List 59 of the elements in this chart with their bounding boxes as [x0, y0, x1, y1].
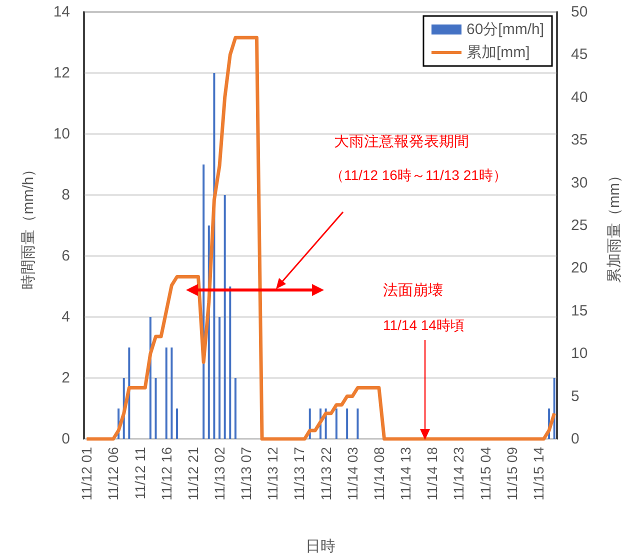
- x-tick-label: 11/13 17: [291, 446, 308, 500]
- x-tick-label: 11/12 11: [132, 446, 148, 500]
- y2-tick-label: 45: [571, 46, 588, 64]
- y-tick-label: 14: [53, 4, 70, 20]
- bar: [218, 317, 221, 439]
- y2-tick-label: 30: [571, 174, 588, 192]
- x-tick-label: 11/14 03: [344, 446, 360, 500]
- x-tick-label: 11/12 21: [184, 446, 201, 500]
- y2-tick-label: 10: [571, 345, 588, 362]
- legend-label: 累加[mm]: [466, 44, 530, 61]
- x-tick-label: 11/15 09: [504, 446, 520, 500]
- y2-axis-title: 累加雨量（mm）: [606, 168, 623, 283]
- legend-label: 60分[mm/h]: [466, 21, 544, 38]
- y-tick-label: 4: [62, 308, 70, 326]
- annotation: 11/14 14時頃: [383, 317, 464, 333]
- bar: [553, 378, 556, 439]
- bar: [165, 348, 168, 439]
- x-tick-label: 11/14 18: [424, 446, 440, 500]
- annotation: （11/12 16時～11/13 21時）: [330, 167, 507, 183]
- bar: [154, 378, 157, 439]
- line-series: [84, 36, 556, 441]
- annotation: 法面崩壊: [383, 282, 443, 299]
- y-tick-label: 10: [53, 126, 70, 142]
- y-tick-label: 12: [53, 64, 70, 82]
- x-tick-label: 11/13 07: [238, 446, 254, 500]
- x-tick-label: 11/12 16: [158, 446, 174, 500]
- y2-tick-label: 15: [571, 302, 588, 320]
- bar: [229, 286, 232, 439]
- y2-tick-label: 5: [571, 388, 580, 405]
- annotation: 大雨注意報発表期間: [334, 133, 469, 150]
- y-tick-label: 2: [62, 370, 70, 386]
- bar: [176, 408, 178, 439]
- x-tick-label: 11/13 22: [318, 446, 334, 500]
- bar: [170, 348, 173, 439]
- bar: [356, 408, 359, 439]
- y-axis-title: 時間雨量（mm/h）: [20, 162, 37, 290]
- x-tick-label: 11/15 14: [530, 446, 546, 500]
- bar: [224, 195, 226, 439]
- y2-tick-label: 50: [571, 4, 588, 20]
- y2-tick-label: 35: [571, 132, 588, 149]
- x-tick-label: 11/14 13: [398, 446, 414, 500]
- y-tick-label: 8: [62, 186, 70, 204]
- x-tick-label: 11/13 02: [212, 446, 228, 500]
- x-tick-label: 11/15 04: [477, 446, 494, 500]
- y2-tick-label: 20: [571, 260, 588, 277]
- x-tick-label: 11/13 12: [264, 446, 281, 500]
- x-tick-label: 11/12 06: [105, 446, 122, 500]
- x-axis-title: 日時: [306, 538, 336, 555]
- y-tick-label: 0: [62, 430, 70, 448]
- x-tick-label: 11/12 01: [78, 446, 95, 500]
- bar: [234, 378, 236, 439]
- y2-tick-label: 40: [571, 88, 588, 106]
- y2-tick-label: 0: [571, 430, 580, 448]
- x-tick-label: 11/14 08: [370, 446, 387, 500]
- y2-tick-label: 25: [571, 217, 588, 234]
- y-tick-label: 6: [62, 248, 70, 264]
- bar: [346, 408, 348, 439]
- x-tick-label: 11/14 23: [450, 446, 467, 500]
- bar: [335, 408, 338, 439]
